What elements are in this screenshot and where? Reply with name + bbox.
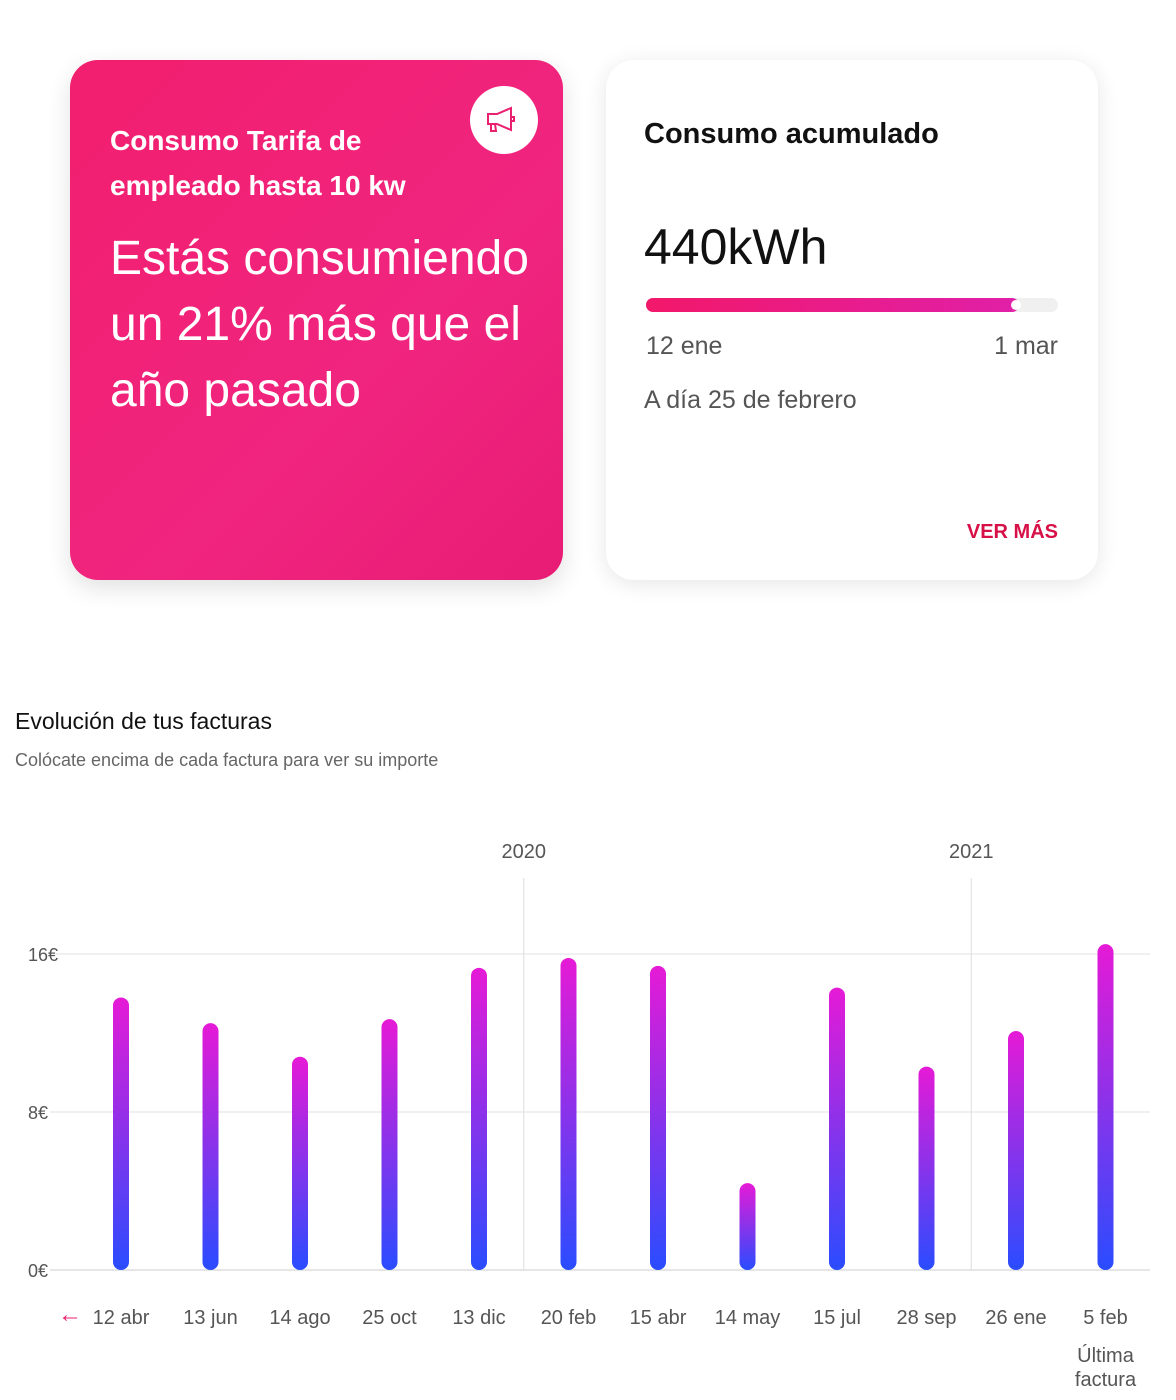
x-tick-label: 20 feb: [541, 1307, 597, 1329]
last-bill-label: factura: [1075, 1369, 1137, 1391]
y-tick-label: 16€: [28, 945, 58, 965]
bill-bar[interactable]: [1097, 944, 1114, 1270]
progress-start: 12 ene: [646, 332, 723, 360]
bills-chart: 0€ 8€ 16€ 2020 2021 12 abr 13 jun 14 ago 25 oct 1…: [28, 841, 1150, 1391]
ver-mas-link[interactable]: VER MÁS: [966, 521, 1058, 543]
y-tick-label: 0€: [28, 1261, 48, 1281]
bills-title: Evolución de tus facturas: [15, 708, 272, 734]
x-tick-label: 15 jul: [813, 1307, 861, 1329]
bill-bar[interactable]: [113, 997, 129, 1270]
progress-fill: [646, 298, 1021, 312]
x-tick-label: 13 jun: [183, 1307, 238, 1329]
progress-knob: [1010, 300, 1021, 310]
x-tick-label: 26 ene: [985, 1307, 1046, 1329]
promo-subtitle: Consumo Tarifa de empleado hasta 10 kw: [110, 125, 406, 201]
arrow-left-icon[interactable]: ←: [58, 1301, 82, 1328]
bill-bar[interactable]: [739, 1183, 756, 1270]
promo-card: Consumo Tarifa de empleado hasta 10 kw E…: [70, 60, 563, 580]
bill-bar[interactable]: [471, 967, 487, 1270]
bill-bar[interactable]: [560, 957, 577, 1270]
last-bill-label: Última: [1077, 1344, 1135, 1367]
bills-subtitle: Colócate encima de cada factura para ver…: [15, 750, 439, 770]
x-tick-label: 14 may: [715, 1307, 781, 1329]
bill-bar[interactable]: [381, 1019, 398, 1270]
x-tick-label: 5 feb: [1083, 1307, 1127, 1329]
x-tick-label: 14 ago: [269, 1307, 330, 1329]
bill-bar[interactable]: [292, 1056, 308, 1270]
x-tick-label: 25 oct: [362, 1307, 417, 1329]
bill-bar[interactable]: [1008, 1031, 1024, 1270]
x-tick-label: 12 abr: [93, 1307, 150, 1329]
bill-bar[interactable]: [829, 987, 845, 1270]
consumption-progress: [646, 298, 1058, 312]
consumption-card: Consumo acumulado 440kWh 12 ene 1 mar A …: [606, 60, 1098, 580]
x-tick-label: 15 abr: [630, 1307, 687, 1329]
as-of-date: A día 25 de febrero: [644, 386, 857, 414]
x-tick-label: 13 dic: [452, 1307, 505, 1329]
bill-bar[interactable]: [650, 965, 666, 1270]
consumption-value: 440kWh: [644, 219, 828, 275]
bill-bar[interactable]: [202, 1023, 219, 1270]
consumption-title: Consumo acumulado: [644, 118, 939, 150]
promo-message: Estás consumiendo un 21% más que el año …: [110, 232, 529, 417]
year-label: 2021: [949, 841, 994, 863]
progress-end: 1 mar: [994, 332, 1058, 360]
y-tick-label: 8€: [28, 1103, 48, 1123]
bill-bar[interactable]: [918, 1066, 935, 1270]
x-tick-label: 28 sep: [896, 1307, 956, 1329]
megaphone-icon[interactable]: [470, 86, 538, 154]
year-label: 2020: [502, 841, 547, 863]
